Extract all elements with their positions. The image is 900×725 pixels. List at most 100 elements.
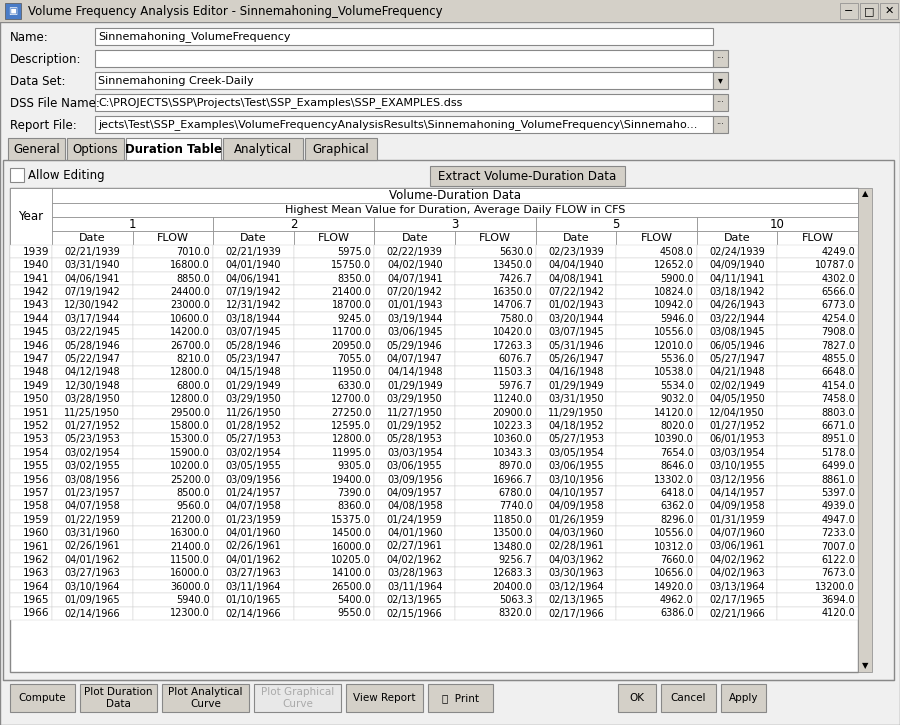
Text: 04/16/1948: 04/16/1948 — [548, 368, 604, 377]
Text: 04/01/1940: 04/01/1940 — [226, 260, 281, 270]
Bar — [697, 258, 778, 272]
Text: 04/08/1958: 04/08/1958 — [387, 501, 443, 511]
Bar — [455, 553, 536, 567]
Text: 6648.0: 6648.0 — [822, 368, 855, 377]
Text: 03/30/1963: 03/30/1963 — [548, 568, 604, 579]
Bar — [616, 580, 697, 593]
Bar — [52, 526, 132, 540]
Bar — [616, 607, 697, 620]
Bar — [10, 299, 52, 312]
Bar — [616, 299, 697, 312]
Text: Apply: Apply — [729, 693, 758, 703]
Text: 1951: 1951 — [22, 407, 49, 418]
Bar — [536, 607, 617, 620]
Text: 02/14/1966: 02/14/1966 — [226, 608, 282, 618]
Text: 04/07/1958: 04/07/1958 — [65, 501, 121, 511]
Bar — [52, 473, 132, 486]
Bar — [132, 299, 213, 312]
Text: 7673.0: 7673.0 — [821, 568, 855, 579]
Bar — [455, 513, 536, 526]
Text: Plot Analytical
Curve: Plot Analytical Curve — [168, 687, 243, 709]
Bar — [616, 312, 697, 326]
Text: Date: Date — [240, 233, 266, 243]
Text: −: − — [844, 6, 854, 16]
Text: 01/31/1959: 01/31/1959 — [709, 515, 765, 525]
Bar — [455, 272, 536, 285]
Text: 1965: 1965 — [22, 595, 49, 605]
Text: 03/28/1950: 03/28/1950 — [65, 394, 121, 404]
Bar — [455, 245, 536, 258]
Bar — [697, 365, 778, 379]
Text: 04/06/1941: 04/06/1941 — [65, 273, 120, 283]
Text: 7458.0: 7458.0 — [821, 394, 855, 404]
Bar — [293, 607, 374, 620]
Text: 8320.0: 8320.0 — [499, 608, 533, 618]
Bar — [374, 379, 455, 392]
Bar — [616, 419, 697, 433]
Text: 05/27/1947: 05/27/1947 — [709, 354, 765, 364]
Bar — [697, 580, 778, 593]
Text: 3694.0: 3694.0 — [822, 595, 855, 605]
Text: 13200.0: 13200.0 — [815, 581, 855, 592]
Text: 5178.0: 5178.0 — [821, 448, 855, 457]
Bar — [10, 258, 52, 272]
Bar — [10, 339, 52, 352]
Text: FLOW: FLOW — [157, 233, 189, 243]
Bar — [778, 339, 858, 352]
Text: 10420.0: 10420.0 — [492, 327, 533, 337]
Text: 10600.0: 10600.0 — [170, 314, 211, 323]
Bar — [213, 513, 293, 526]
Text: 21200.0: 21200.0 — [170, 515, 211, 525]
Text: Volume-Duration Data: Volume-Duration Data — [389, 189, 521, 202]
Bar — [132, 473, 213, 486]
Text: 01/29/1949: 01/29/1949 — [226, 381, 282, 391]
Bar — [132, 352, 213, 365]
Bar — [778, 312, 858, 326]
Text: 10942.0: 10942.0 — [654, 300, 694, 310]
Text: 2: 2 — [290, 218, 298, 231]
Bar — [616, 392, 697, 406]
Text: 8970.0: 8970.0 — [499, 461, 533, 471]
Text: 7426.7: 7426.7 — [499, 273, 533, 283]
Text: 1944: 1944 — [22, 314, 49, 323]
Text: 03/03/1954: 03/03/1954 — [387, 448, 443, 457]
Bar — [52, 258, 132, 272]
Text: 12/30/1942: 12/30/1942 — [65, 300, 121, 310]
Text: 6499.0: 6499.0 — [822, 461, 855, 471]
Bar — [132, 607, 213, 620]
Text: 03/06/1955: 03/06/1955 — [387, 461, 443, 471]
Text: 25200.0: 25200.0 — [170, 474, 211, 484]
Bar — [293, 446, 374, 460]
Bar — [455, 379, 536, 392]
Text: 11/27/1950: 11/27/1950 — [387, 407, 443, 418]
Text: 06/01/1953: 06/01/1953 — [709, 434, 765, 444]
Text: 03/22/1944: 03/22/1944 — [709, 314, 765, 323]
Text: 02/13/1965: 02/13/1965 — [548, 595, 604, 605]
Text: Highest Mean Value for Duration, Average Daily FLOW in CFS: Highest Mean Value for Duration, Average… — [284, 205, 626, 215]
Text: 5976.7: 5976.7 — [499, 381, 533, 391]
Bar — [52, 513, 132, 526]
Bar — [778, 460, 858, 473]
Text: 03/02/1955: 03/02/1955 — [65, 461, 121, 471]
Bar — [697, 352, 778, 365]
Bar — [374, 326, 455, 339]
Text: 05/26/1947: 05/26/1947 — [548, 354, 604, 364]
Bar — [697, 379, 778, 392]
Bar — [132, 500, 213, 513]
Text: 01/29/1952: 01/29/1952 — [387, 421, 443, 431]
Text: Date: Date — [562, 233, 590, 243]
Bar — [778, 540, 858, 553]
Bar — [536, 326, 617, 339]
Bar — [616, 500, 697, 513]
Bar — [455, 486, 536, 500]
Text: 04/26/1943: 04/26/1943 — [709, 300, 765, 310]
Bar — [10, 540, 52, 553]
Text: Sinnemahoning_VolumeFrequency: Sinnemahoning_VolumeFrequency — [98, 31, 291, 42]
Text: 1: 1 — [129, 218, 137, 231]
Text: 12/31/1942: 12/31/1942 — [226, 300, 282, 310]
Text: 03/11/1964: 03/11/1964 — [387, 581, 443, 592]
Text: 04/15/1948: 04/15/1948 — [226, 368, 282, 377]
Text: 11500.0: 11500.0 — [170, 555, 211, 565]
Bar — [374, 513, 455, 526]
Text: 8803.0: 8803.0 — [822, 407, 855, 418]
